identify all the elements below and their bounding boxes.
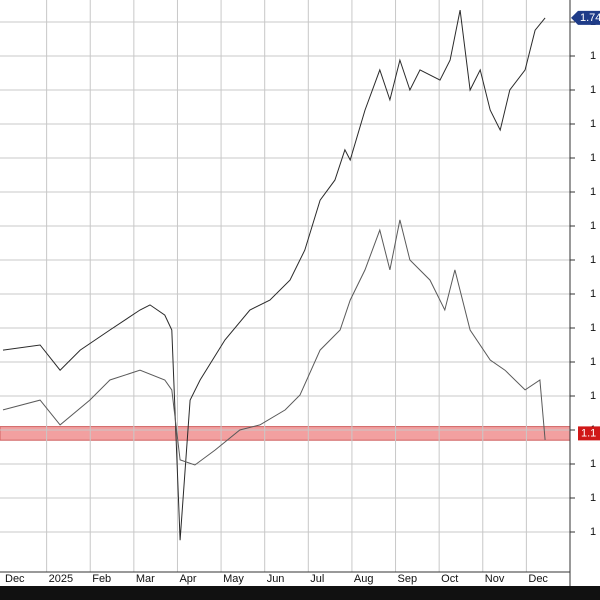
x-tick-label: Apr	[179, 573, 196, 585]
last-value-badge	[571, 10, 600, 25]
line-series	[2, 219, 546, 466]
band	[0, 426, 570, 441]
x-tick-label: Jul	[310, 573, 324, 585]
y-tick-label: 1	[590, 322, 596, 334]
y-tick-label: 1	[590, 356, 596, 368]
x-tick-label: May	[223, 573, 244, 585]
x-tick-label: Mar	[136, 573, 155, 585]
line-series	[2, 10, 546, 541]
y-tick-label: 1	[590, 152, 596, 164]
x-tick-label: Nov	[485, 573, 505, 585]
y-tick-label: 1	[590, 390, 596, 402]
y-tick-label: 1	[590, 526, 596, 538]
y-tick-label: 1	[590, 254, 596, 266]
y-tick-label: 1	[590, 492, 596, 504]
y-tick-label: 1	[590, 458, 596, 470]
y-tick-label: 1	[590, 220, 596, 232]
x-tick-label: Dec	[528, 573, 548, 585]
y-tick-label: 1	[590, 186, 596, 198]
y-tick-label: 1	[590, 118, 596, 130]
y-tick-label: 1	[590, 84, 596, 96]
band-label-box	[578, 426, 600, 441]
y-tick-label: 1	[590, 288, 596, 300]
x-tick-label: Oct	[441, 573, 458, 585]
x-tick-label: 2025	[49, 573, 73, 585]
x-tick-label: Aug	[354, 573, 374, 585]
last-value-label: 1.74	[580, 12, 600, 24]
x-tick-label: Dec	[5, 573, 25, 585]
plot-area	[0, 0, 570, 572]
x-tick-label: Jun	[267, 573, 285, 585]
x-tick-label: Sep	[398, 573, 418, 585]
y-tick-label: 1	[590, 50, 596, 62]
band-label: 1.1	[581, 427, 596, 439]
bottom-bar	[0, 586, 600, 600]
x-tick-label: Feb	[92, 573, 111, 585]
